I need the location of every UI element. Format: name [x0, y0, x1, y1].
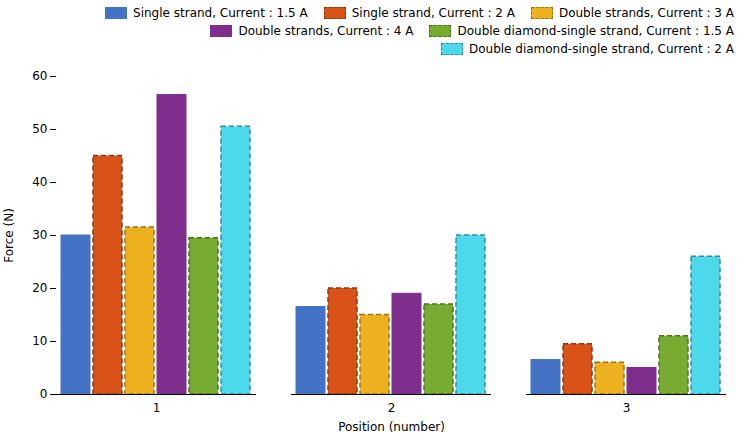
- svg-text:Force (N): Force (N): [2, 208, 16, 263]
- html-text:Double diamond-single strand,: Double diamond-single strand, Current : …: [468, 42, 734, 56]
- svg-text:2: 2: [388, 401, 396, 415]
- svg-text:50: 50: [32, 122, 47, 136]
- svg-text:10: 10: [32, 334, 47, 348]
- svg-text:40: 40: [32, 175, 47, 189]
- html-text:Double diamond-single strand,: Double diamond-single strand, Current : …: [457, 24, 734, 38]
- svg-text:0: 0: [40, 387, 48, 401]
- html-text:Single strand, Current : 1.5 A: Single strand, Current : 1.5 A: [133, 6, 308, 20]
- svg-text:3: 3: [623, 401, 631, 415]
- svg-text:30: 30: [32, 228, 47, 242]
- svg-text:60: 60: [32, 69, 47, 83]
- svg-text:1: 1: [153, 401, 161, 415]
- html-text:Double strands, Current : 4 A: Double strands, Current : 4 A: [238, 24, 414, 38]
- svg-text:20: 20: [32, 281, 47, 295]
- html-text:Double strands, Current : 3 A: Double strands, Current : 3 A: [558, 6, 734, 20]
- svg-text:Position (number): Position (number): [338, 420, 445, 434]
- html-text:Single strand, Current : 2 A: Single strand, Current : 2 A: [351, 6, 515, 20]
